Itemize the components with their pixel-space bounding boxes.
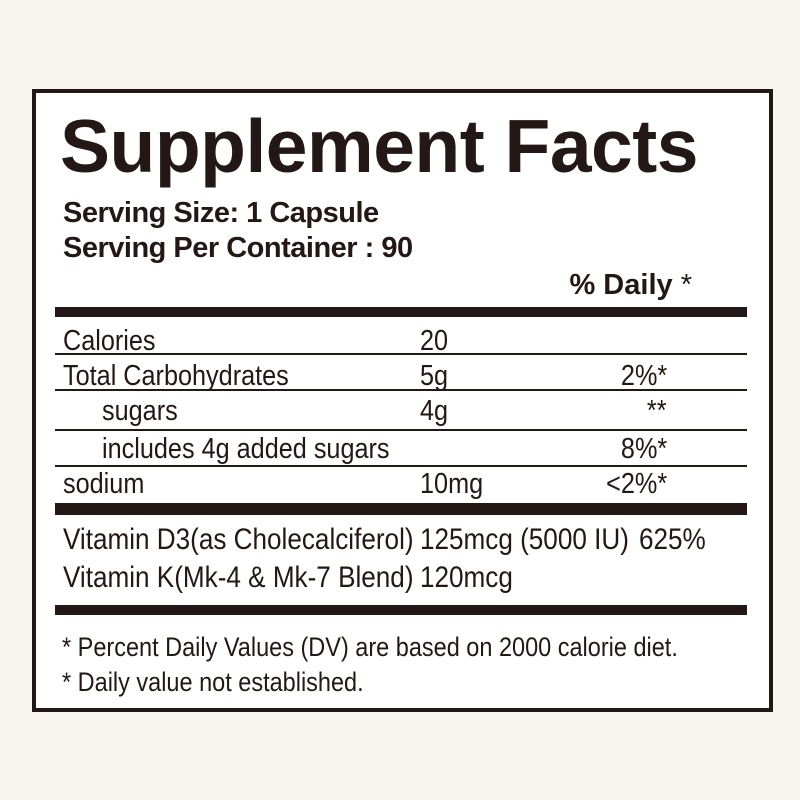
- nutrient-name: Calories: [63, 325, 156, 357]
- nutrient-name: sodium: [63, 468, 145, 500]
- nutrient-amount: 10mg: [420, 468, 484, 500]
- nutrient-amount: 5g: [420, 360, 449, 392]
- serving-size-text: Serving Size: 1 Capsule: [63, 197, 379, 229]
- daily-value-header-asterisk: *: [680, 269, 692, 301]
- nutrient-name: sugars: [102, 395, 178, 427]
- nutrient-name: Total Carbohydrates: [63, 360, 289, 392]
- vitamin-amount: 120mcg: [420, 561, 513, 594]
- divider-thin: [55, 465, 747, 467]
- nutrient-daily-value: 8%*: [620, 433, 667, 465]
- footnote-daily-value-not-established: * Daily value not established.: [62, 669, 409, 696]
- vitamin-name: Vitamin K(Mk-4 & Mk-7 Blend): [63, 561, 414, 594]
- vitamin-row-k: Vitamin K(Mk-4 & Mk-7 Blend) 120mcg: [36, 563, 769, 593]
- supplement-facts-panel: Supplement Facts Serving Size: 1 Capsule…: [32, 89, 773, 712]
- nutrient-name: includes 4g added sugars: [102, 433, 390, 465]
- divider-thick-bottom: [55, 605, 747, 615]
- daily-value-column-header: % Daily *: [569, 271, 692, 300]
- footnote-text: * Percent Daily Values (DV) are based on…: [62, 632, 678, 662]
- daily-value-header-text: % Daily: [569, 269, 673, 301]
- nutrient-row-sodium: sodium 10mg <2%*: [36, 470, 769, 499]
- nutrient-daily-value: **: [647, 395, 667, 427]
- vitamin-name: Vitamin D3(as Cholecalciferol): [63, 523, 414, 556]
- footnote-percent-daily-values: * Percent Daily Values (DV) are based on…: [62, 634, 770, 661]
- divider-thin: [55, 353, 747, 355]
- servings-per-container-text: Serving Per Container : 90: [63, 232, 413, 264]
- vitamin-daily-value: 625%: [639, 523, 706, 556]
- nutrient-row-calories: Calories 20: [36, 327, 769, 356]
- nutrient-daily-value: 2%*: [620, 360, 667, 392]
- divider-thin: [55, 389, 747, 391]
- nutrient-row-total-carbohydrates: Total Carbohydrates 5g 2%*: [36, 362, 769, 391]
- nutrient-row-added-sugars: includes 4g added sugars 8%*: [36, 435, 769, 464]
- nutrient-daily-value: <2%*: [605, 468, 667, 500]
- panel-title: Supplement Facts: [60, 104, 698, 188]
- divider-thick-top: [55, 307, 747, 317]
- nutrient-amount: 4g: [420, 395, 449, 427]
- footnote-text: * Daily value not established.: [62, 667, 364, 697]
- vitamin-row-d3: Vitamin D3(as Cholecalciferol) 125mcg (5…: [36, 525, 769, 555]
- vitamin-amount: 125mcg (5000 IU): [420, 523, 629, 556]
- nutrient-row-sugars: sugars 4g **: [36, 397, 769, 426]
- nutrient-amount: 20: [420, 325, 449, 357]
- divider-thick-middle: [55, 503, 747, 515]
- divider-thin: [55, 429, 747, 431]
